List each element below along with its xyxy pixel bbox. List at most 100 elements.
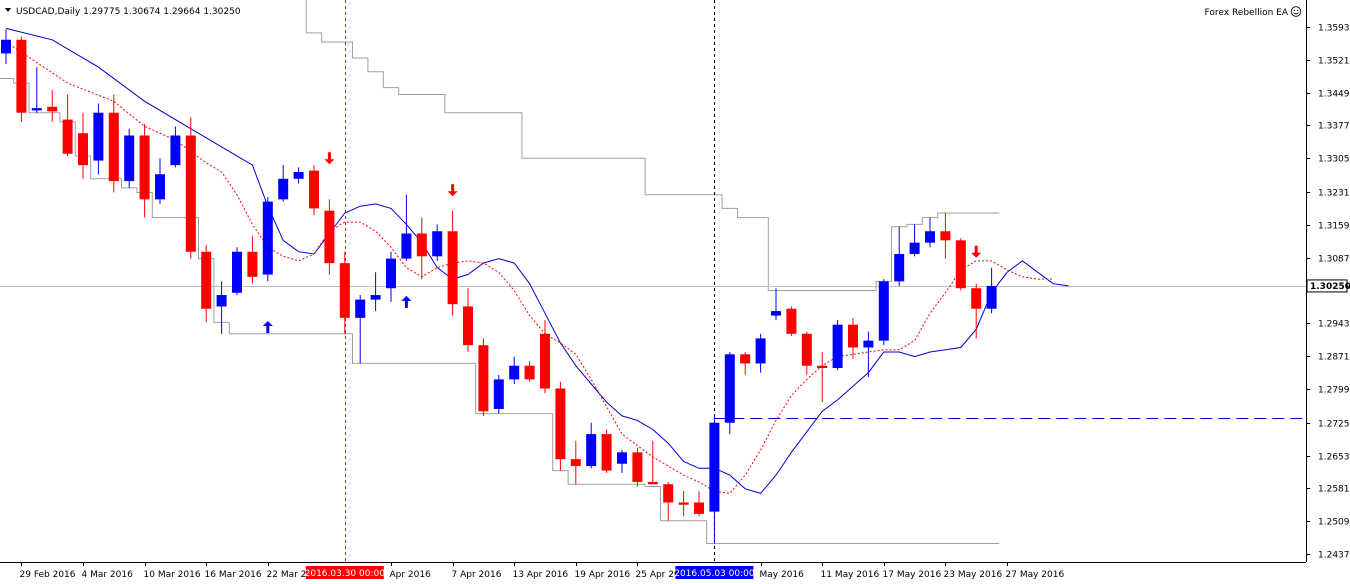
- candle-body: [940, 231, 951, 241]
- candle-body: [832, 324, 843, 368]
- candle-body: [617, 452, 627, 464]
- signal-arrows: [262, 152, 982, 333]
- candle-body: [663, 484, 674, 503]
- candle: [755, 333, 766, 373]
- y-tick-label: 1.24370: [1318, 551, 1350, 561]
- candle: [16, 36, 27, 122]
- candle-body: [986, 285, 997, 309]
- candle: [555, 381, 566, 471]
- candle-body: [124, 135, 135, 182]
- candle: [247, 235, 258, 284]
- candle-body: [309, 170, 319, 209]
- candle: [31, 67, 42, 113]
- y-tick-label: 1.25810: [1318, 485, 1350, 495]
- candle: [509, 356, 520, 384]
- symbol-ohlc: USDCAD,Daily 1.29775 1.30674 1.29664 1.3…: [16, 7, 241, 17]
- candle-body: [740, 354, 751, 364]
- candle-body: [278, 178, 289, 200]
- candle: [740, 352, 751, 375]
- candle: [801, 331, 812, 375]
- candle: [524, 361, 535, 382]
- candle-body: [463, 306, 473, 346]
- candle-body: [370, 295, 381, 300]
- candle-body: [709, 422, 720, 512]
- x-tick-label: 10 Mar 2016: [144, 570, 201, 580]
- candle-body: [93, 112, 104, 161]
- candle: [878, 279, 889, 346]
- candle: [586, 422, 597, 469]
- candle: [709, 415, 720, 544]
- dropdown-triangle-icon[interactable]: [5, 8, 11, 12]
- candle: [216, 281, 227, 334]
- candle: [817, 352, 828, 403]
- candle: [201, 244, 212, 323]
- y-tick-label: 1.33050: [1318, 155, 1350, 165]
- date-tag-label: 2016.03.30 00:00: [305, 569, 386, 579]
- candle-body: [401, 233, 412, 259]
- candle-body: [293, 171, 304, 179]
- x-tick-label: 22 Mar 2016: [267, 570, 324, 580]
- x-tick-label: Apr 2016: [390, 570, 432, 580]
- x-tick-label: 17 May 2016: [883, 570, 942, 580]
- candle: [185, 117, 196, 259]
- x-tick-label: 23 May 2016: [944, 570, 1003, 580]
- candle: [663, 481, 674, 521]
- date-tag-box: [675, 566, 754, 579]
- arrow-up-icon: [262, 320, 273, 333]
- candle: [909, 224, 920, 257]
- candle: [863, 331, 874, 378]
- candle-body: [47, 106, 58, 112]
- candle-body: [878, 281, 889, 341]
- candle-body: [632, 452, 643, 482]
- candle-body: [232, 251, 242, 293]
- candle: [370, 272, 381, 312]
- y-tick-label: 1.25090: [1318, 518, 1350, 528]
- candle: [694, 491, 704, 517]
- candle: [78, 112, 88, 179]
- candle: [493, 374, 504, 414]
- y-tick-label: 1.35210: [1318, 57, 1350, 67]
- candle: [724, 352, 735, 435]
- candle-body: [540, 333, 550, 389]
- candle: [139, 124, 150, 218]
- candle-body: [478, 345, 489, 412]
- y-tick-label: 1.29430: [1318, 320, 1350, 330]
- candle: [678, 491, 689, 517]
- y-axis-ticks: 1.35930 1.35210 1.34490 1.33770 1.33050 1.323…: [1306, 24, 1350, 561]
- candle-body: [955, 240, 966, 289]
- candle: [47, 89, 58, 122]
- candle-body: [925, 231, 935, 243]
- candle-body: [771, 311, 781, 316]
- candle: [447, 210, 458, 316]
- arrow-up-icon: [401, 295, 412, 308]
- candle-body: [31, 108, 42, 111]
- candle-body: [678, 502, 689, 505]
- x-axis-ticks: 29 Feb 2016 4 Mar 2016 10 Mar 2016 16 Mar 2…: [20, 562, 1064, 580]
- candle-body: [262, 201, 273, 275]
- candle: [632, 447, 643, 487]
- candle-body: [848, 324, 858, 348]
- candle: [93, 103, 104, 175]
- candle: [478, 338, 489, 416]
- current-price-box: [1306, 279, 1348, 293]
- x-tick-label: 19 Apr 2016: [575, 570, 631, 580]
- arrow-down-icon: [971, 245, 982, 258]
- y-tick-label: 1.32310: [1318, 189, 1350, 199]
- candle-body: [16, 39, 27, 113]
- candle-body: [185, 135, 196, 252]
- candle-body: [339, 263, 350, 318]
- candle-body: [247, 251, 258, 277]
- y-tick-label: 1.30870: [1318, 255, 1350, 265]
- candle-body: [570, 459, 581, 467]
- candle-body: [786, 308, 797, 334]
- x-tick-label: 7 Apr 2016: [452, 570, 502, 580]
- ma-blue-line: [5, 27, 1069, 494]
- x-tick-label: 25 Apr 2016: [636, 570, 692, 580]
- indicator-name: Forex Rebellion EA: [1205, 8, 1289, 18]
- y-tick-label: 1.34490: [1318, 90, 1350, 100]
- smiley-icon[interactable]: [1290, 6, 1302, 17]
- candle-body: [555, 388, 566, 460]
- candle-body: [447, 231, 458, 305]
